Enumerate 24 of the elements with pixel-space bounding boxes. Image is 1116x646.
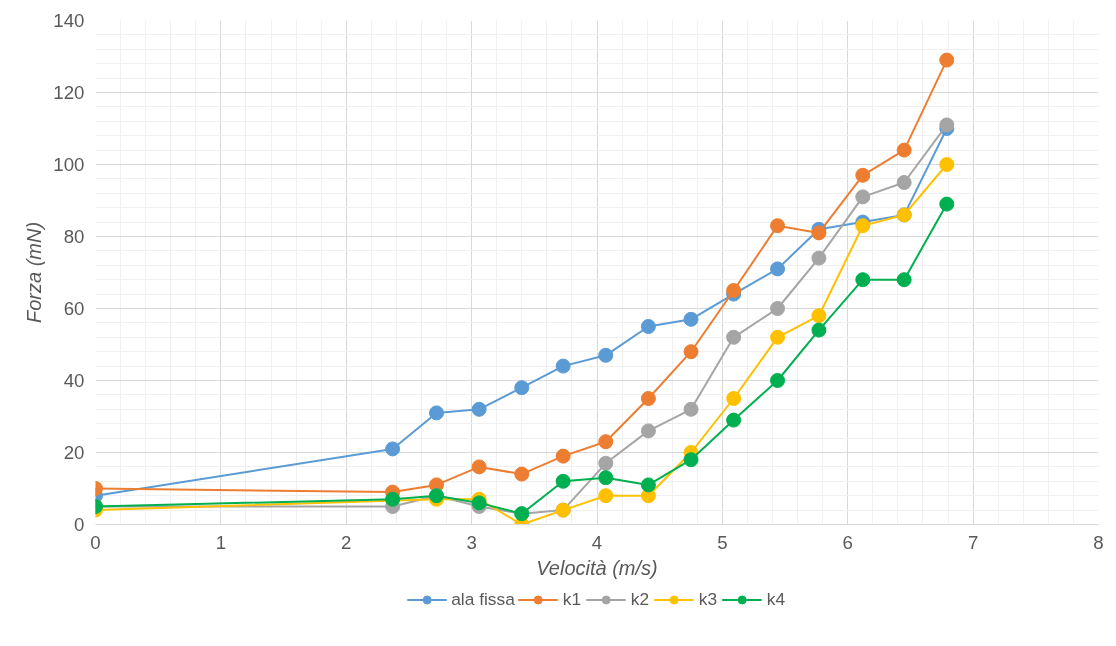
y-tick-label: 40: [63, 370, 85, 391]
legend-label: k3: [698, 588, 719, 610]
x-axis-title: Velocità (m/s): [536, 556, 658, 579]
x-tick-label: 2: [341, 531, 352, 553]
y-tick-label: 80: [63, 226, 85, 247]
x-tick-label: 1: [215, 531, 227, 553]
y-tick-label: 60: [63, 298, 85, 319]
x-tick-label: 4: [591, 531, 603, 553]
legend-label: k2: [630, 588, 651, 610]
x-tick-label: 0: [90, 531, 101, 553]
x-tick-label: 8: [1093, 531, 1104, 553]
x-tick-label: 7: [967, 531, 979, 553]
y-axis-title: Forza (mN): [23, 221, 46, 324]
x-tick-label: 3: [466, 531, 477, 553]
y-tick-label: 100: [53, 154, 85, 175]
x-tick-label: 5: [717, 531, 728, 553]
y-tick-label: 20: [63, 442, 85, 463]
legend-label: k4: [766, 588, 787, 610]
y-tick-label: 140: [53, 10, 85, 31]
legend-label: k1: [562, 588, 583, 610]
legend-label: ala fissa: [451, 588, 515, 610]
x-tick-label: 6: [842, 531, 853, 553]
y-tick-label: 120: [53, 82, 85, 103]
y-tick-label: 0: [74, 514, 85, 535]
